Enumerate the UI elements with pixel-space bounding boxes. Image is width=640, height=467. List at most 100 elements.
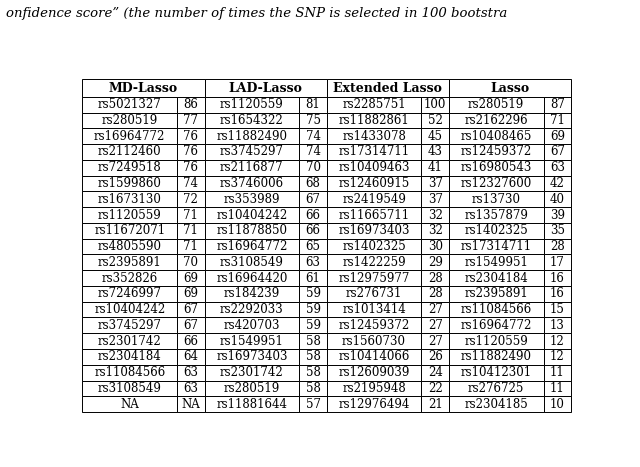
Bar [543,349,571,365]
Text: rs12609039: rs12609039 [339,366,410,379]
Bar [449,176,543,191]
Text: 10: 10 [550,398,564,410]
Bar [449,349,543,365]
Bar [543,381,571,396]
Text: rs11878850: rs11878850 [216,224,287,237]
Text: NA: NA [182,398,200,410]
Text: 15: 15 [550,303,564,316]
Bar [421,318,449,333]
Bar [300,255,327,270]
Text: 11: 11 [550,382,564,395]
Bar [177,144,205,160]
Bar [300,270,327,286]
Text: 61: 61 [305,272,321,284]
Bar [177,128,205,144]
Text: 21: 21 [428,398,442,410]
Text: 76: 76 [184,146,198,158]
Bar [300,223,327,239]
Text: rs10412301: rs10412301 [461,366,532,379]
Text: rs276731: rs276731 [346,287,403,300]
Bar [177,318,205,333]
Bar [177,176,205,191]
Bar [83,333,177,349]
Text: onfidence score” (the number of times the SNP is selected in 100 bootstra: onfidence score” (the number of times th… [6,7,508,20]
Bar [83,207,177,223]
Text: rs2304184: rs2304184 [465,272,528,284]
Bar [83,302,177,318]
Text: 11: 11 [550,366,564,379]
Text: rs2395891: rs2395891 [98,256,162,269]
Bar [449,286,543,302]
Bar [327,365,421,381]
Text: 67: 67 [184,303,198,316]
Text: Lasso: Lasso [490,82,529,95]
Bar [543,270,571,286]
Bar [177,191,205,207]
Bar [83,144,177,160]
Text: rs3108549: rs3108549 [98,382,162,395]
Text: rs1357879: rs1357879 [464,209,528,221]
Text: 39: 39 [550,209,564,221]
Text: 74: 74 [305,146,321,158]
Text: rs1120559: rs1120559 [98,209,162,221]
Text: rs1549951: rs1549951 [464,256,528,269]
Bar [177,97,205,113]
Text: rs280519: rs280519 [102,114,158,127]
Text: 17: 17 [550,256,564,269]
Bar [543,333,571,349]
Bar [300,144,327,160]
Text: rs2195948: rs2195948 [342,382,406,395]
Text: rs12459372: rs12459372 [339,319,410,332]
Text: 12: 12 [550,335,564,347]
Text: rs280519: rs280519 [224,382,280,395]
Bar [177,396,205,412]
Bar [300,97,327,113]
Bar [449,318,543,333]
Text: rs1673130: rs1673130 [98,193,162,206]
Text: 68: 68 [305,177,321,190]
Text: 67: 67 [184,319,198,332]
Bar [421,396,449,412]
Text: rs5021327: rs5021327 [98,98,162,111]
Bar [300,239,327,255]
Bar [83,128,177,144]
Text: 58: 58 [305,335,321,347]
Bar [205,318,300,333]
Text: NA: NA [120,398,139,410]
Text: rs7249518: rs7249518 [98,161,162,174]
Text: 58: 58 [305,382,321,395]
Bar [449,239,543,255]
Text: rs1013414: rs1013414 [342,303,406,316]
Text: rs11882490: rs11882490 [461,350,532,363]
Bar [300,207,327,223]
Bar [449,113,543,128]
Bar [300,302,327,318]
Bar [327,160,421,176]
Bar [327,270,421,286]
Bar [205,270,300,286]
Text: rs1120559: rs1120559 [220,98,284,111]
Text: rs11882861: rs11882861 [339,114,410,127]
Text: 75: 75 [305,114,321,127]
Text: rs2112460: rs2112460 [98,146,162,158]
Bar [421,349,449,365]
Bar [205,223,300,239]
Text: rs1402325: rs1402325 [342,240,406,253]
Bar [83,239,177,255]
Bar [327,318,421,333]
Text: rs12975977: rs12975977 [339,272,410,284]
Bar [205,207,300,223]
Text: rs184239: rs184239 [224,287,280,300]
Bar [327,79,449,97]
Bar [205,79,327,97]
Text: 58: 58 [305,350,321,363]
Bar [300,113,327,128]
Bar [421,223,449,239]
Bar [449,270,543,286]
Text: rs16964772: rs16964772 [216,240,287,253]
Text: rs10404242: rs10404242 [94,303,165,316]
Text: rs1422259: rs1422259 [342,256,406,269]
Bar [449,381,543,396]
Bar [83,176,177,191]
Bar [205,160,300,176]
